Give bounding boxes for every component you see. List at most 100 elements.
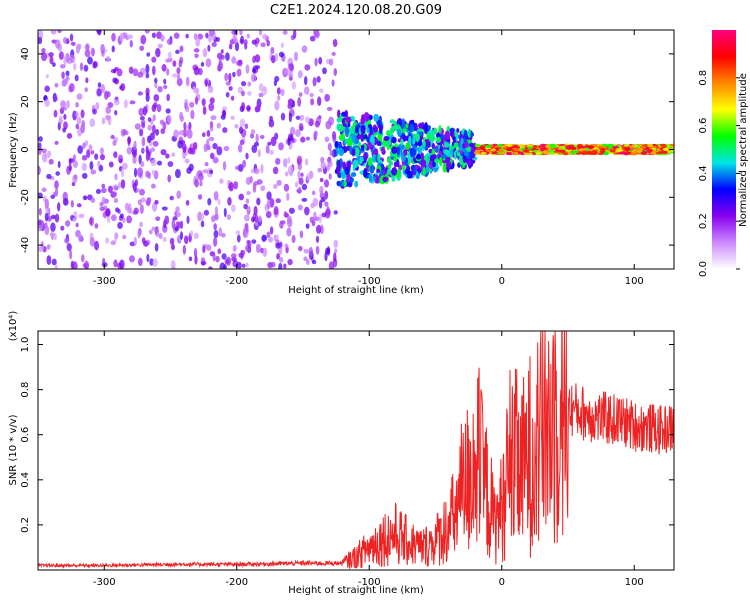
spectrogram-cell [329,150,334,156]
spectrogram-cell [66,100,70,109]
spectrogram-cell [336,159,341,168]
spectrogram-cell [283,158,288,168]
spectrogram-cell [171,152,176,157]
spectrogram-cell [41,52,47,62]
spectrogram-cell [548,149,555,153]
spectrogram-cell [318,56,323,65]
spectrogram-cell [633,147,640,151]
spectrogram-cell [324,93,330,102]
spectrogram-cell [38,207,42,216]
spectrogram-cell [322,67,327,75]
spectrogram-cell [432,154,437,160]
spectrogram-cell [206,130,211,137]
spectrogram-cell [360,132,365,142]
spectrogram-cell [470,132,474,137]
spectrogram-cell [278,262,283,269]
spectrogram-cell [338,147,344,157]
spectrogram-cell [194,178,199,188]
spectrogram-cell [172,60,177,67]
spectrogram-cell [119,85,123,90]
spectrogram-cell [93,60,98,69]
spectrogram-cell [75,123,79,130]
spectrogram-cell [193,66,200,76]
spectrogram-cell [404,159,409,167]
spectrogram-cell [288,112,292,123]
spectrogram-cell [265,144,270,154]
spectrogram-cell [395,124,401,130]
spectrogram-cell [209,152,215,160]
spectrogram-cell [112,77,118,84]
spectrogram-cell [506,152,513,156]
spectrogram-cell [230,95,235,101]
spectrogram-cell [298,245,303,252]
colorbar-gradient [712,30,736,269]
spectrogram-cell [113,99,120,106]
spectrogram-cell [298,92,303,98]
spectrogram-cell [166,68,170,76]
spectrogram-cell [650,151,657,155]
spectrogram-cell [255,243,261,254]
spectrogram-cell [247,81,252,87]
x-tick-label: -300 [93,276,116,287]
spectrogram-cell [85,43,90,52]
spectrogram-cell [151,169,156,176]
spectrogram-cell [154,77,158,84]
spectrogram-cell [216,146,223,156]
spectrogram-cell [439,144,443,152]
spectrogram-cell [609,149,616,153]
spectrogram-cell [80,109,85,119]
spectrogram-cell [218,227,222,237]
spectrogram-cell [245,198,250,204]
spectrogram-cell [83,195,88,201]
spectrogram-cell [174,168,181,179]
spectrogram-cell [297,97,302,107]
spectrogram-cell [228,181,234,192]
spectrogram-cell [77,43,82,50]
spectrogram-cell [369,164,375,174]
spectrogram-cell [497,149,504,153]
spectrogram-cell [90,150,95,155]
spectrogram-cell [137,71,144,78]
spectrogram-cell [89,237,95,247]
spectrogram-cell [245,262,249,268]
spectrogram-cell [294,181,299,188]
spectrogram-cell [72,174,78,184]
spectrogram-cell [236,234,241,243]
spectrogram-cell [273,206,279,216]
spectrogram-cell [81,155,88,161]
spectrogram-cell [480,151,487,155]
spectrogram-cell [92,108,97,115]
spectrogram-cell [73,62,77,71]
spectrogram-cell [120,167,125,178]
spectrogram-cell [114,232,118,242]
spectrogram-cell [188,121,192,130]
spectrogram-cell [113,151,118,159]
spectrogram-cell [202,106,207,115]
spectrogram-cell [350,172,357,178]
spectrogram-cell [331,51,336,57]
spectrogram-cell [233,244,237,251]
spectrogram-cell [163,84,168,90]
spectrogram-cell [208,30,215,37]
spectrogram-cell [409,123,415,132]
spectrogram-cell [313,130,318,138]
spectrogram-cell [137,199,142,206]
spectrogram-cell [266,40,271,47]
spectrogram-cell [245,152,249,160]
spectrogram-cell [285,171,289,177]
spectrogram-cell [212,156,219,164]
spectrogram-cell [304,206,310,216]
spectrogram-cell [112,140,117,146]
spectrogram-cell [474,143,481,147]
spectrogram-cell [427,124,431,131]
colorbar-ticks: 0.0 0.2 0.4 0.6 0.8 [698,70,740,277]
spectrogram-cell [367,157,373,167]
spectrogram-cell [299,230,304,239]
spectrogram-cell [239,30,243,36]
spectrogram-cell [490,148,497,152]
spectrogram-cell [203,209,209,216]
spectrogram-cell [129,241,136,247]
spectrogram-cell [344,166,350,175]
spectrogram-cell [267,141,272,146]
x-tick-label: 0 [499,276,505,287]
